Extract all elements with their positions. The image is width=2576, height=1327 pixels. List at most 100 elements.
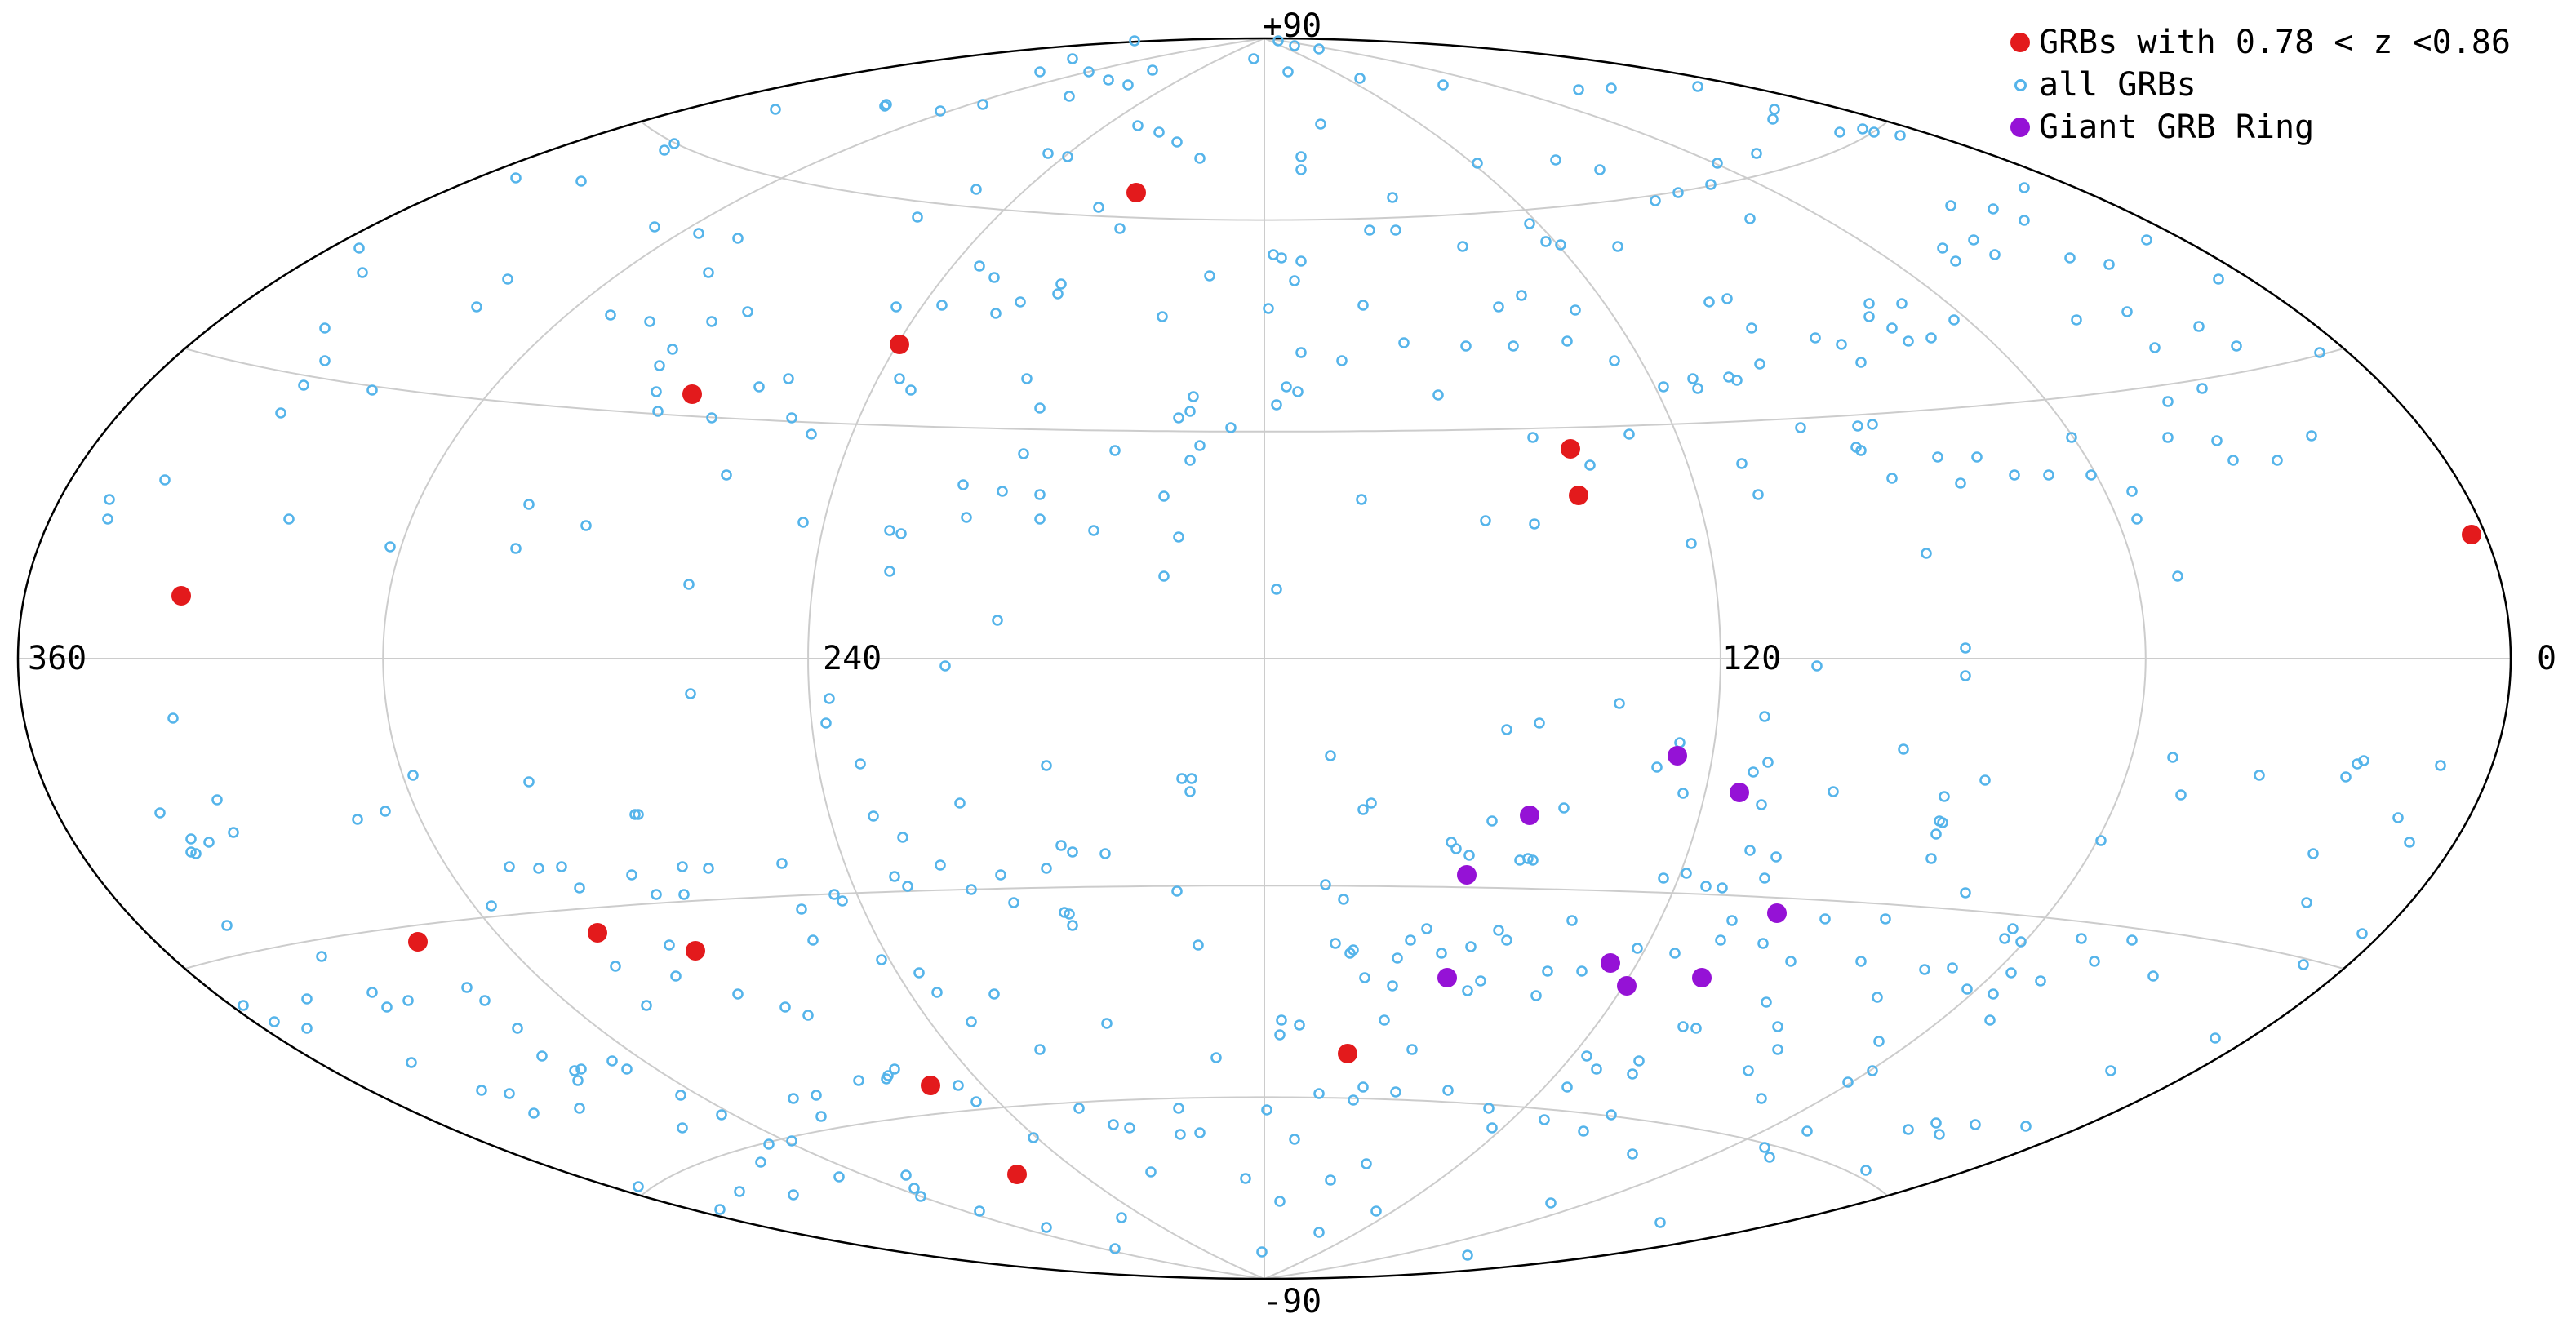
grb-point [1687, 373, 1699, 384]
grb-point [897, 832, 908, 843]
grb-point [1576, 965, 1588, 977]
grb-point [1462, 985, 1473, 996]
grb-point [1472, 158, 1483, 169]
grb-point [159, 474, 171, 486]
lat-label-bottom: -90 [1263, 1283, 1321, 1320]
grb-point [610, 961, 621, 972]
grb-point [523, 776, 535, 788]
grb-point [1457, 241, 1468, 252]
grb-point [884, 525, 895, 536]
ring-grb-point [1457, 865, 1477, 885]
grb-point [1801, 1125, 1813, 1137]
grb-point [2043, 469, 2054, 481]
grb-point [811, 1090, 822, 1101]
grb-point [1606, 82, 1617, 94]
grb-point [1752, 489, 1764, 500]
grb-point [2213, 273, 2224, 285]
grb-point [939, 660, 951, 672]
legend-label: all GRBs [2039, 66, 2196, 104]
grb-point [796, 903, 807, 915]
grb-point [667, 344, 678, 355]
grb-point [486, 900, 497, 912]
grb-point [1282, 66, 1294, 78]
grb-point [1863, 298, 1875, 309]
grb-point [1034, 66, 1046, 78]
grb-point [977, 99, 988, 110]
grb-point [2162, 432, 2174, 443]
gridline [640, 1096, 1889, 1196]
grb-point [2211, 435, 2223, 446]
grb-point [685, 688, 696, 699]
grb-point [2005, 967, 2017, 979]
grb-point [190, 848, 202, 859]
grb-point [966, 884, 977, 895]
grb-point [1392, 952, 1403, 964]
grb-point [1289, 40, 1300, 51]
grb-point [1357, 1081, 1369, 1093]
grb-point [504, 861, 515, 872]
grb-point [1539, 1114, 1550, 1125]
grb-point [1436, 948, 1447, 959]
grb-point [1465, 941, 1477, 952]
grb-point [1067, 846, 1078, 858]
grb-point [1894, 130, 1906, 141]
grb-point [1158, 490, 1170, 502]
grb-point [1109, 445, 1121, 456]
grb-point [1357, 300, 1369, 311]
redshift-grbs-points [171, 183, 2481, 1184]
grb-point [626, 869, 637, 881]
grb-point [536, 1050, 548, 1062]
ring-grb-point [1767, 903, 1787, 923]
grb-point [1736, 458, 1748, 469]
grb-point [783, 373, 794, 384]
grb-point [1692, 383, 1703, 394]
redshift-grb-point [171, 586, 191, 606]
grb-point [2193, 321, 2205, 332]
grb-point [1748, 766, 1759, 778]
grb-point [706, 412, 717, 424]
grb-point [2064, 252, 2076, 264]
lon-label-0: 0 [2537, 640, 2556, 677]
grb-point [990, 308, 1002, 319]
grb-point [352, 814, 363, 825]
grb-point [1886, 322, 1898, 334]
grb-point [1210, 1052, 1222, 1063]
grb-point [1124, 1122, 1135, 1134]
grb-point [1292, 386, 1304, 397]
grb-point [1932, 451, 1943, 463]
grb-point [154, 807, 166, 819]
grb-point [881, 1073, 892, 1085]
grb-point [1289, 1134, 1300, 1145]
grb-point [954, 797, 966, 809]
grb-point [1751, 148, 1762, 159]
grb-point [806, 428, 817, 440]
grb-point [1989, 249, 2001, 260]
grb-point [651, 889, 662, 900]
grb-point [2210, 1032, 2221, 1044]
grb-point [2066, 432, 2077, 443]
grb-point [1034, 1044, 1046, 1055]
ring-grb-point [1520, 806, 1539, 825]
grb-point [1612, 241, 1623, 252]
grb-point [1999, 933, 2010, 944]
grb-point [1295, 347, 1307, 358]
grb-point [1145, 1166, 1157, 1178]
redshift-grb-point [890, 335, 909, 354]
grb-point [574, 1103, 585, 1114]
grb-point [1705, 179, 1717, 190]
grb-point [1294, 1019, 1305, 1031]
grb-point [1432, 389, 1444, 401]
grb-point [1836, 339, 1847, 350]
grb-point [1690, 1023, 1702, 1034]
grb-point [1979, 774, 1991, 786]
grb-point [1984, 1014, 1996, 1026]
grb-point [1937, 242, 1948, 254]
grb-point [1561, 335, 1573, 347]
grb-point [1263, 303, 1274, 314]
legend: GRBs with 0.78 < z <0.86 all GRBs Giant … [2008, 21, 2511, 149]
grb-point [381, 1001, 393, 1013]
grb-point [2085, 469, 2097, 481]
grb-point [1731, 375, 1743, 386]
grb-point [1359, 972, 1370, 983]
grb-point [1842, 1076, 1854, 1088]
